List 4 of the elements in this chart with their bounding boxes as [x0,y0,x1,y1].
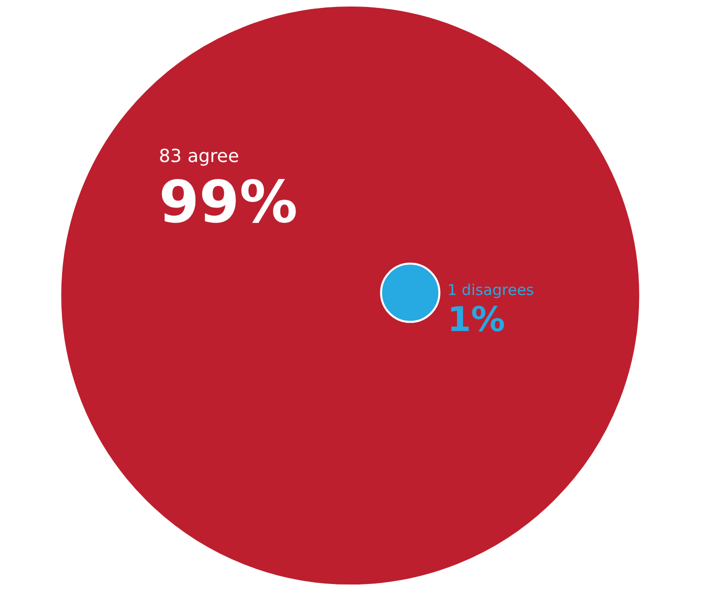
category-label: 1 disagrees [447,280,534,299]
data-label: 1% [447,300,506,340]
category-label: 83 agree [158,146,240,168]
data-label: 99% [158,168,298,236]
